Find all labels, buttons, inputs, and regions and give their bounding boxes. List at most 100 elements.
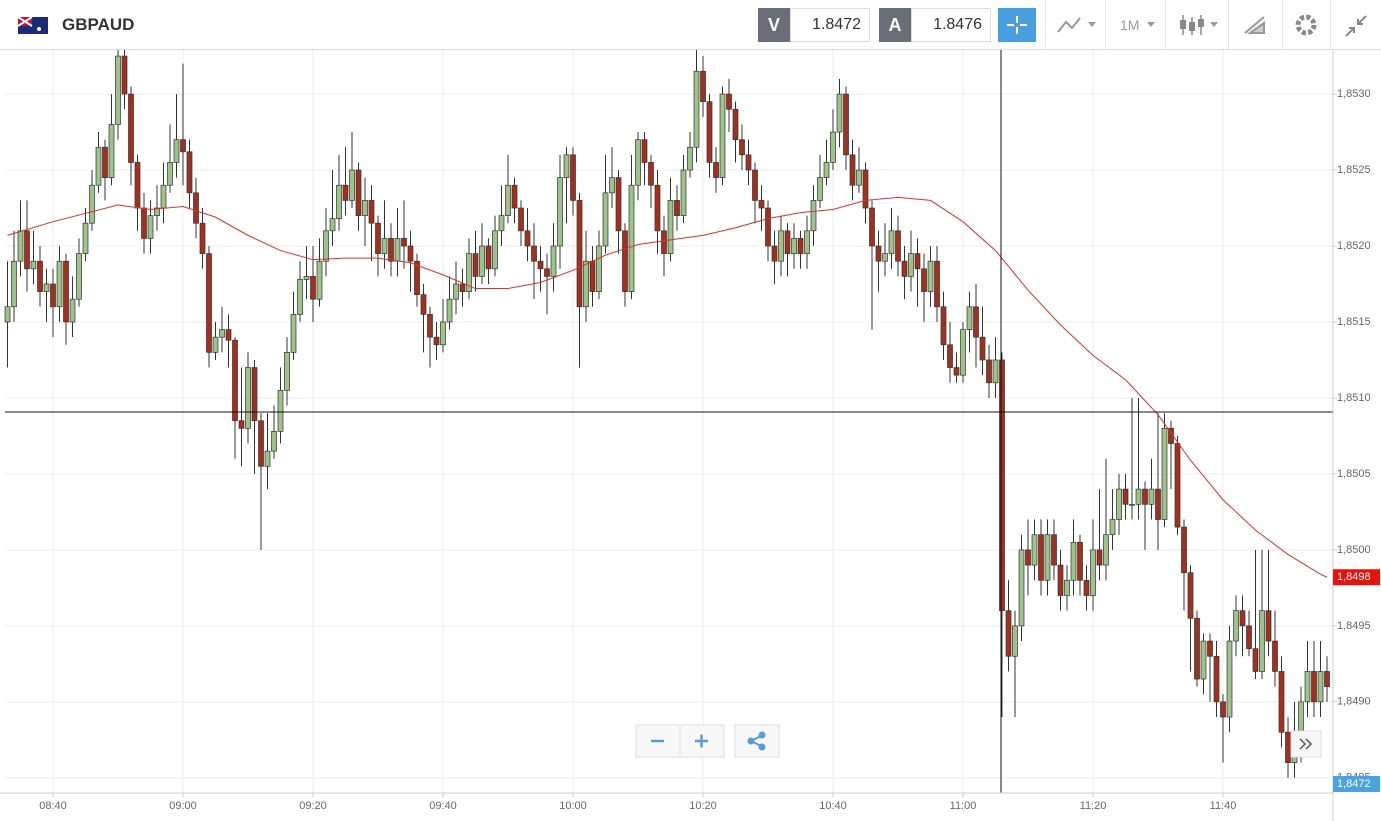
candle-body bbox=[966, 306, 973, 330]
candle-body bbox=[232, 339, 238, 422]
candle-body bbox=[778, 230, 784, 262]
candle-body bbox=[1038, 534, 1044, 581]
candle-body bbox=[849, 154, 856, 186]
candle-body bbox=[745, 154, 752, 171]
candle-body bbox=[1194, 617, 1200, 680]
fullscreen-button[interactable] bbox=[1344, 14, 1368, 38]
candle-body bbox=[128, 93, 134, 163]
candle-body bbox=[810, 200, 817, 232]
candle-body bbox=[167, 162, 173, 186]
candle-body bbox=[82, 222, 89, 254]
candle-body bbox=[329, 218, 336, 232]
candle-body bbox=[1077, 541, 1083, 581]
candle-body bbox=[1012, 625, 1018, 657]
candle-body bbox=[1083, 579, 1090, 596]
candle-body bbox=[121, 55, 128, 95]
candle-body bbox=[1239, 610, 1246, 627]
candle-body bbox=[414, 260, 420, 295]
candle-body bbox=[739, 139, 745, 156]
chart-type-button[interactable] bbox=[1056, 14, 1100, 36]
candle-body bbox=[973, 306, 979, 338]
candle-body bbox=[518, 207, 524, 232]
candle-button[interactable] bbox=[1178, 13, 1222, 37]
x-tick-label: 09:20 bbox=[299, 800, 327, 812]
candle-body bbox=[1135, 488, 1142, 505]
candle-body bbox=[940, 306, 947, 346]
candle-body bbox=[661, 230, 667, 254]
candle-body bbox=[1148, 488, 1155, 505]
candle-body bbox=[1265, 610, 1272, 642]
settings-button[interactable] bbox=[1294, 13, 1318, 37]
candle-body bbox=[355, 169, 362, 216]
candle-body bbox=[888, 230, 895, 254]
sell-price[interactable]: 1.8472 bbox=[790, 8, 870, 42]
candle-body bbox=[706, 101, 713, 163]
candle-body bbox=[1207, 640, 1213, 657]
candle-body bbox=[654, 184, 661, 232]
candle-body bbox=[986, 359, 992, 384]
candle-body bbox=[498, 215, 505, 232]
y-tick-label: 1,8495 bbox=[1337, 620, 1371, 632]
y-tick-label: 1,8530 bbox=[1337, 88, 1371, 100]
candle-body bbox=[1246, 625, 1252, 650]
candle-body bbox=[56, 260, 63, 308]
candle-body bbox=[771, 245, 778, 262]
candle-body bbox=[381, 238, 388, 254]
candle-body bbox=[394, 238, 401, 262]
chart: 1,8530 1,8525 1,8520 1,8515 1,8510 1,8505 1,85… bbox=[0, 50, 1381, 821]
candle-body bbox=[719, 93, 726, 178]
crosshair-button[interactable] bbox=[998, 8, 1036, 42]
candle-body bbox=[50, 283, 56, 308]
candle-body bbox=[1116, 488, 1122, 520]
zoom-in[interactable] bbox=[679, 724, 725, 758]
candle-body bbox=[765, 207, 771, 247]
zoom-controls bbox=[635, 724, 1322, 758]
share[interactable] bbox=[734, 724, 780, 758]
x-tick-label: 09:40 bbox=[429, 800, 457, 812]
candle-body bbox=[1311, 671, 1317, 703]
candle-body bbox=[544, 268, 550, 277]
candle-body bbox=[316, 260, 323, 300]
candle-body bbox=[589, 260, 596, 292]
candle-body bbox=[1142, 488, 1148, 505]
candle-body bbox=[856, 169, 862, 186]
candle-body bbox=[433, 336, 440, 346]
timeframe[interactable]: 1M bbox=[1120, 17, 1140, 33]
candle-body bbox=[303, 276, 310, 280]
candle-body bbox=[251, 367, 258, 422]
candle-body bbox=[492, 230, 498, 270]
y-tick-label: 1,8505 bbox=[1337, 468, 1371, 480]
draw-button[interactable] bbox=[1242, 13, 1268, 37]
candle-body bbox=[115, 55, 121, 125]
buy-price[interactable]: 1.8476 bbox=[911, 8, 991, 42]
toolbar: GBPAUD V 1.8472 A 1.8476 1M bbox=[0, 0, 1381, 50]
ma-price-label: 1,8498 bbox=[1337, 571, 1371, 583]
candle-body bbox=[817, 177, 823, 201]
candle-body bbox=[622, 230, 628, 292]
candle-body bbox=[238, 420, 245, 429]
candle-body bbox=[102, 146, 108, 178]
candle-body bbox=[362, 200, 368, 216]
candle-body bbox=[1057, 564, 1064, 596]
candle-body bbox=[1252, 648, 1259, 672]
candle-body bbox=[186, 151, 193, 194]
candle-body bbox=[472, 253, 479, 277]
candle-body bbox=[420, 294, 427, 315]
candle-body bbox=[134, 162, 141, 209]
sell-button[interactable]: V bbox=[758, 8, 790, 42]
candle-body bbox=[1285, 731, 1291, 763]
buy-button[interactable]: A bbox=[879, 8, 911, 42]
candle-body bbox=[869, 207, 875, 247]
candle-body bbox=[921, 268, 927, 292]
candle-body bbox=[979, 336, 986, 361]
y-tick-label: 1,8520 bbox=[1337, 240, 1371, 252]
candle-body bbox=[1096, 549, 1103, 566]
candle-body bbox=[836, 93, 843, 133]
x-tick-label: 11:00 bbox=[950, 800, 977, 812]
candle-body bbox=[368, 200, 375, 224]
candle-body bbox=[1025, 549, 1031, 566]
candle-body bbox=[147, 215, 154, 239]
candle-body bbox=[11, 260, 17, 308]
candle-body bbox=[95, 146, 102, 186]
candle-body bbox=[1304, 671, 1311, 703]
